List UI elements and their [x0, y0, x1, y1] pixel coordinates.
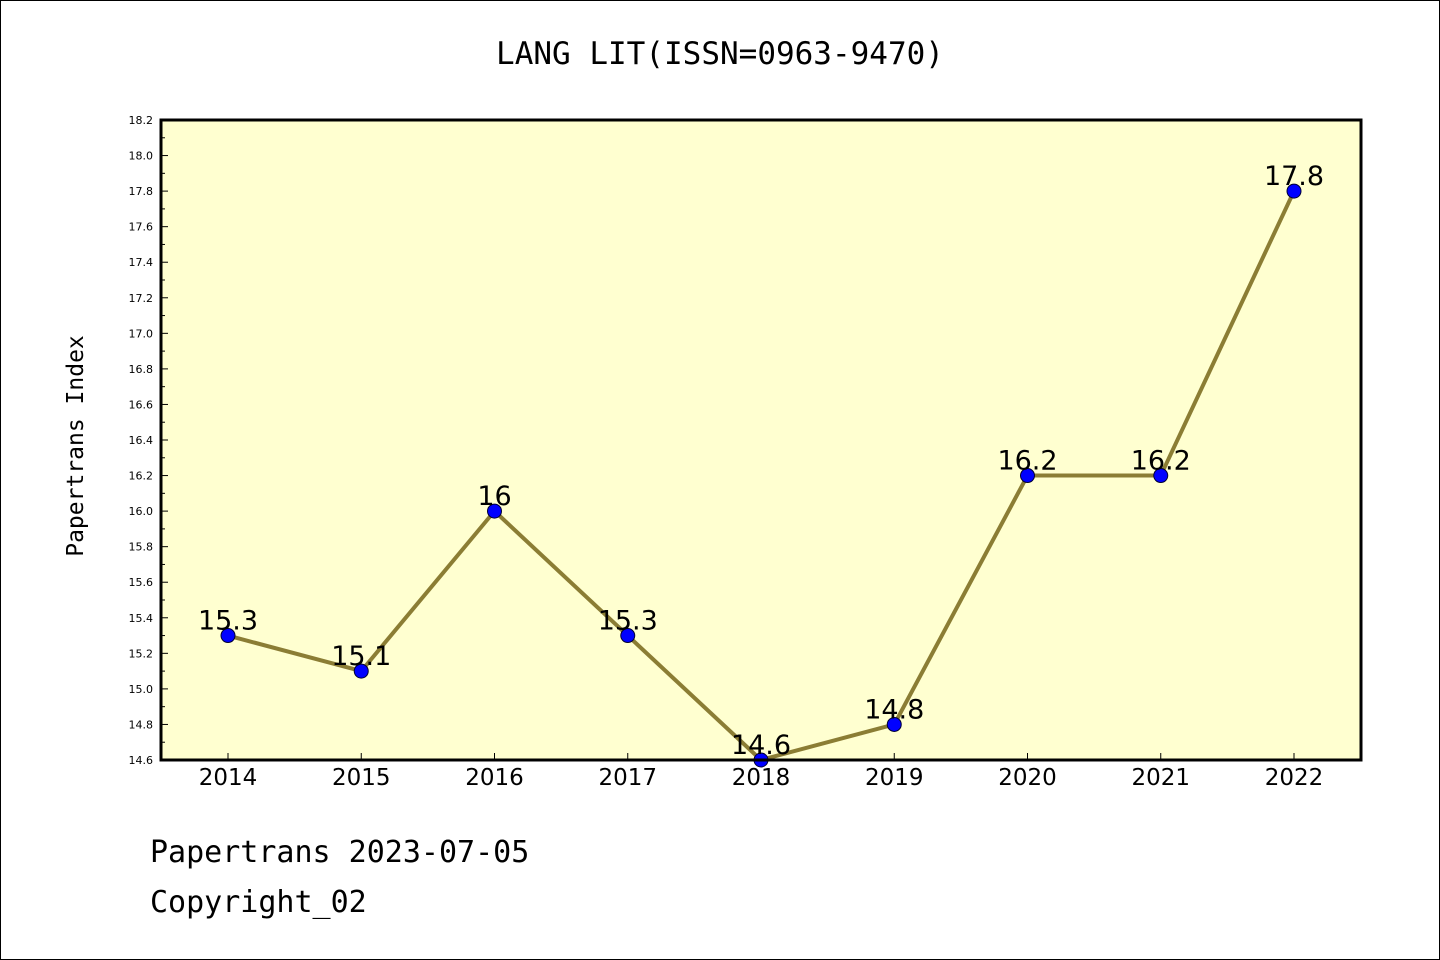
data-label: 15.3	[598, 606, 658, 637]
x-tick-label: 2019	[865, 765, 924, 791]
x-tick-label: 2018	[732, 765, 791, 791]
plot-border	[159, 118, 1363, 762]
y-tick-label: 17.8	[129, 185, 154, 198]
y-tick-label: 15.6	[129, 576, 154, 589]
x-tick-label: 2021	[1131, 765, 1190, 791]
y-tick-label: 17.2	[129, 292, 154, 305]
data-label: 16	[477, 481, 511, 512]
y-tick-label: 15.4	[129, 612, 154, 625]
y-tick-label: 18.2	[129, 114, 154, 127]
chart-title: LANG LIT(ISSN=0963-9470)	[496, 36, 944, 72]
y-tick-label: 17.4	[129, 256, 154, 269]
x-tick-label: 2015	[332, 765, 391, 791]
y-tick-label: 16.6	[129, 398, 154, 411]
y-tick-label: 17.6	[129, 221, 154, 234]
data-label: 14.6	[731, 730, 791, 761]
data-point	[1153, 468, 1169, 484]
y-tick-label: 16.8	[129, 363, 154, 376]
y-axis-ticks: 14.6 14.8 15.0 15.2 15.4 15.6 15.8 16.0 16.2 16.4…	[129, 114, 168, 767]
data-point	[1286, 183, 1302, 199]
data-point	[220, 628, 236, 644]
y-tick-label: 16.0	[129, 505, 154, 518]
x-tick-label: 2016	[465, 765, 524, 791]
data-point	[1020, 468, 1035, 484]
y-tick-label: 16.2	[129, 470, 154, 483]
data-label: 16.2	[1131, 446, 1191, 477]
y-tick-label: 14.8	[129, 718, 154, 731]
data-point	[886, 716, 902, 732]
footer-copyright: Copyright_02	[150, 885, 367, 920]
y-tick-label: 16.4	[129, 434, 154, 447]
y-tick-label: 17.0	[129, 327, 154, 340]
data-label: 15.1	[331, 641, 391, 672]
data-label: 14.8	[864, 694, 924, 725]
series-group: 15.3 15.1 16 15.3 14.6 14.8 16.2 16.2 17.8	[198, 161, 1324, 768]
data-point	[620, 628, 636, 644]
y-tick-label: 15.2	[129, 647, 154, 660]
data-label: 17.8	[1264, 161, 1324, 192]
x-tick-label: 2017	[598, 765, 657, 791]
data-label: 16.2	[997, 446, 1057, 477]
y-tick-label: 15.0	[129, 683, 154, 696]
footer-date: Papertrans 2023-07-05	[150, 835, 530, 870]
data-point	[353, 663, 369, 679]
y-tick-label: 15.8	[129, 541, 154, 554]
plot-area	[161, 120, 1361, 760]
y-tick-label: 14.6	[129, 754, 154, 767]
x-tick-label: 2022	[1265, 765, 1324, 791]
data-label: 15.3	[198, 606, 258, 637]
x-tick-label: 2020	[998, 765, 1057, 791]
x-axis-ticks: 2014 2015 2016 2017 2018 2019 2020 2021 2022	[199, 753, 1324, 791]
data-point	[487, 503, 502, 519]
x-tick-label: 2014	[199, 765, 258, 791]
y-tick-label: 18.0	[129, 150, 154, 163]
